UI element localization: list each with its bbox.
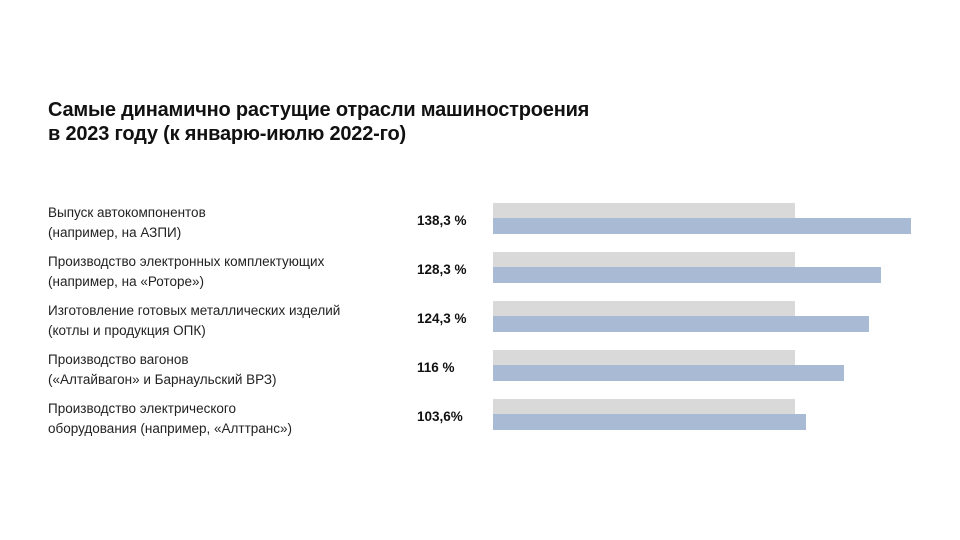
category-label-line: («Алтайвагон» и Барнаульский ВРЗ) <box>48 372 277 387</box>
category-label: Изготовление готовых металлических издел… <box>48 301 340 341</box>
chart-title-line-1: Самые динамично растущие отрасли машинос… <box>48 99 590 121</box>
chart-row: Производство электрического оборудования … <box>0 399 960 439</box>
category-label-line: (например, на «Роторе») <box>48 274 205 289</box>
category-label-line: Выпуск автокомпонентов <box>48 205 206 220</box>
value-label: 138,3 % <box>417 213 467 228</box>
baseline-bar <box>493 252 796 268</box>
chart-row: Изготовление готовых металлических издел… <box>0 301 960 341</box>
category-label-line: Производство электронных комплектующих <box>48 254 325 269</box>
category-label: Производство вагонов («Алтайвагон» и Барн… <box>48 350 277 390</box>
baseline-bar <box>493 399 796 415</box>
chart-row: Выпуск автокомпонентов (например, на АЗПИ… <box>0 203 960 243</box>
category-label: Производство электрического оборудования … <box>48 399 292 439</box>
category-label: Производство электронных комплектующих (н… <box>48 252 324 292</box>
value-label: 128,3 % <box>417 262 467 277</box>
chart-title-line-2: в 2023 году (к январю-июлю 2022-го) <box>48 123 406 145</box>
category-label-line: Производство электрического <box>48 401 237 416</box>
chart-row: Производство электронных комплектующих (н… <box>0 252 960 292</box>
value-bar <box>493 267 881 283</box>
category-label-line: (котлы и продукция ОПК) <box>48 323 206 338</box>
value-label: 103,6% <box>417 409 463 424</box>
value-label: 124,3 % <box>417 311 467 326</box>
value-bar <box>493 218 911 234</box>
category-label-line: оборудования (например, «Алттранс») <box>48 421 292 436</box>
chart-title: Самые динамично растущие отрасли машинос… <box>48 98 589 146</box>
category-label-line: Производство вагонов <box>48 352 189 367</box>
category-label-line: (например, на АЗПИ) <box>48 225 182 240</box>
baseline-bar <box>493 301 796 317</box>
value-bar <box>493 414 807 430</box>
category-label-line: Изготовление готовых металлических издел… <box>48 303 341 318</box>
chart-row: Производство вагонов («Алтайвагон» и Барн… <box>0 350 960 390</box>
category-label: Выпуск автокомпонентов (например, на АЗПИ… <box>48 203 206 243</box>
value-bar <box>493 365 844 381</box>
value-bar <box>493 316 869 332</box>
baseline-bar <box>493 203 796 219</box>
baseline-bar <box>493 350 796 366</box>
value-label: 116 % <box>417 360 455 375</box>
